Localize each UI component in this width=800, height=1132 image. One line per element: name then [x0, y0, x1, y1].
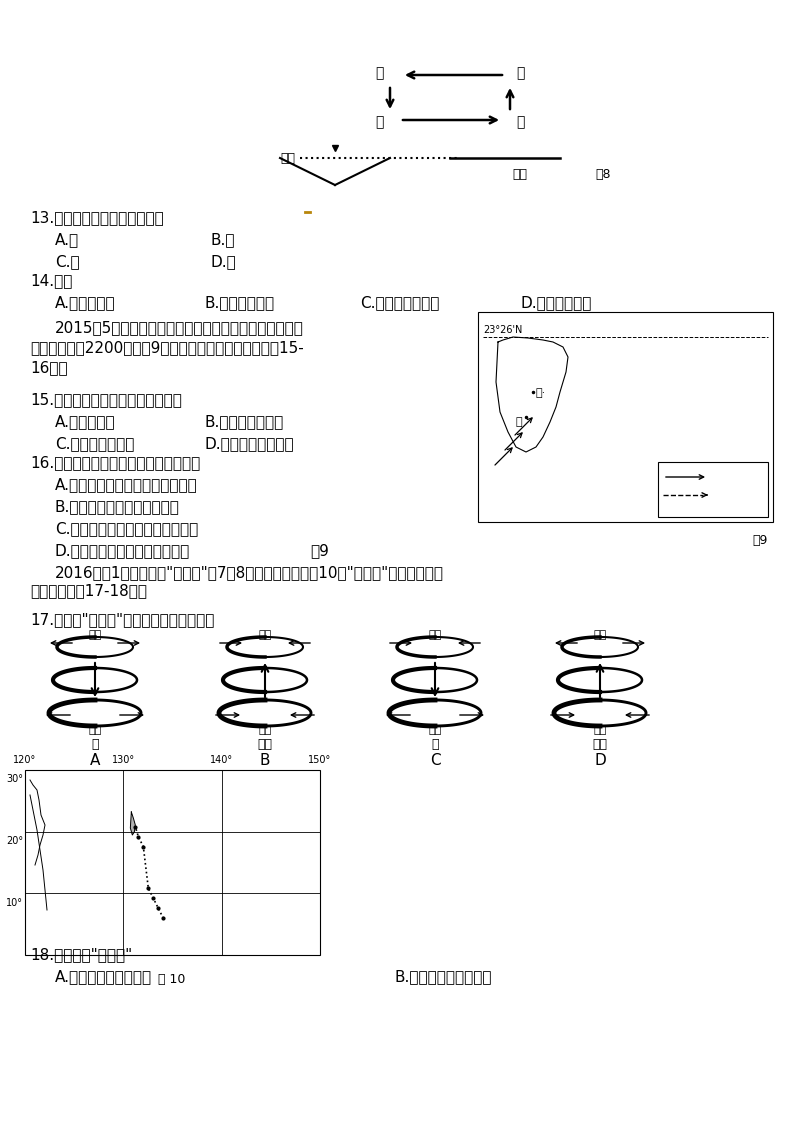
- Text: 盛行风向: 盛行风向: [713, 474, 738, 484]
- Text: B: B: [260, 753, 270, 767]
- Text: A.甲: A.甲: [55, 232, 79, 247]
- Text: A.盛行西南风，来自低纬度的海洋: A.盛行西南风，来自低纬度的海洋: [55, 477, 198, 492]
- Text: 14.此时: 14.此时: [30, 273, 72, 288]
- Text: D.丁: D.丁: [210, 254, 236, 269]
- Text: A.西风带影响: A.西风带影响: [55, 414, 116, 429]
- Text: 辐散: 辐散: [428, 724, 442, 735]
- Text: 图9: 图9: [310, 543, 329, 558]
- Text: 23°26'N: 23°26'N: [483, 325, 522, 335]
- Text: B.东南信风带影响: B.东南信风带影响: [205, 414, 284, 429]
- Text: 晴: 晴: [91, 738, 98, 751]
- Text: C.甲地降水概率小: C.甲地降水概率小: [360, 295, 439, 310]
- Text: 13.甲乙丙丁中，气压最高的是: 13.甲乙丙丁中，气压最高的是: [30, 211, 164, 225]
- Text: 10°: 10°: [6, 898, 23, 908]
- Text: 潮泊: 潮泊: [280, 152, 295, 165]
- Text: 乙: 乙: [516, 66, 524, 80]
- Text: 图 10: 图 10: [158, 974, 186, 986]
- Text: D.影响之下，印度半岛进入雨季: D.影响之下，印度半岛进入雨季: [55, 543, 190, 558]
- Bar: [25, 770, 320, 955]
- Text: D.副热带高压带影响: D.副热带高压带影响: [205, 436, 294, 451]
- Text: B.丁地盛行陆风: B.丁地盛行陆风: [205, 295, 275, 310]
- Text: C.影响之下，加剧印度的高温旱情: C.影响之下，加剧印度的高温旱情: [55, 521, 198, 535]
- Text: 16题。: 16题。: [30, 360, 68, 375]
- Text: 阴雨: 阴雨: [593, 738, 607, 751]
- Text: B.由气压带、风带移动而形成: B.由气压带、风带移动而形成: [55, 499, 180, 514]
- Text: A: A: [90, 753, 100, 767]
- Text: 度: 度: [516, 417, 522, 427]
- Text: 2016年第1号超强台风"尼伯特"于7月8日在台湾登陆，图10为"尼伯特"移动路径示意: 2016年第1号超强台风"尼伯特"于7月8日在台湾登陆，图10为"尼伯特"移动路…: [55, 565, 444, 580]
- Text: 辐合: 辐合: [594, 724, 606, 735]
- Text: B.引发洪涝、地震灾害: B.引发洪涝、地震灾害: [395, 969, 493, 984]
- Text: 30°: 30°: [6, 774, 23, 784]
- Text: 陆地: 陆地: [513, 168, 527, 181]
- Text: 丁: 丁: [376, 115, 384, 129]
- Text: 20°: 20°: [6, 835, 23, 846]
- Text: B.乙: B.乙: [210, 232, 234, 247]
- Text: 印·: 印·: [536, 388, 546, 398]
- Text: 15.导致印度高温热浪天气的原因是: 15.导致印度高温热浪天气的原因是: [30, 392, 182, 408]
- Polygon shape: [130, 812, 135, 835]
- Text: 140°: 140°: [210, 755, 234, 765]
- Text: C.赤道低压带影响: C.赤道低压带影响: [55, 436, 134, 451]
- Text: 18.超强台风"尼伯特": 18.超强台风"尼伯特": [30, 947, 132, 962]
- Text: A.甲地为白天: A.甲地为白天: [55, 295, 116, 310]
- Text: 辐合: 辐合: [428, 631, 442, 640]
- Text: 17.与台风"尼伯特"气流运行状况一致的是: 17.与台风"尼伯特"气流运行状况一致的是: [30, 612, 214, 627]
- Text: C: C: [430, 753, 440, 767]
- Text: D.丁地气温最高: D.丁地气温最高: [520, 295, 591, 310]
- Text: 150°: 150°: [308, 755, 332, 765]
- Bar: [478, 312, 773, 522]
- Text: D: D: [594, 753, 606, 767]
- Text: 16.有关南亚夏季风的叙述，不正确的是: 16.有关南亚夏季风的叙述，不正确的是: [30, 455, 200, 470]
- Text: 阴雨: 阴雨: [258, 738, 273, 751]
- Text: 辐散: 辐散: [88, 724, 102, 735]
- Text: 120°: 120°: [14, 755, 37, 765]
- Text: A.一直向西北方向移动: A.一直向西北方向移动: [55, 969, 152, 984]
- Text: 甲: 甲: [516, 115, 524, 129]
- Text: 辐散: 辐散: [88, 631, 102, 640]
- Text: 辐合: 辐合: [258, 631, 272, 640]
- Text: 图。读图完成17-18题。: 图。读图完成17-18题。: [30, 583, 147, 598]
- Text: 晴: 晴: [431, 738, 438, 751]
- Text: 丙: 丙: [376, 66, 384, 80]
- Text: 死亡人数超过2200人。图9为南亚季风示意图。读图完成15-: 死亡人数超过2200人。图9为南亚季风示意图。读图完成15-: [30, 340, 304, 355]
- Text: 图9: 图9: [753, 534, 768, 547]
- Text: 图8: 图8: [595, 168, 610, 181]
- Bar: [658, 462, 768, 517]
- Text: 辐散: 辐散: [594, 631, 606, 640]
- Text: 2015年5月，南亚的印度大部分地区受高温热浪的影响，: 2015年5月，南亚的印度大部分地区受高温热浪的影响，: [55, 320, 304, 335]
- Text: 辐合: 辐合: [258, 724, 272, 735]
- Text: C.丙: C.丙: [55, 254, 80, 269]
- Text: 130°: 130°: [112, 755, 135, 765]
